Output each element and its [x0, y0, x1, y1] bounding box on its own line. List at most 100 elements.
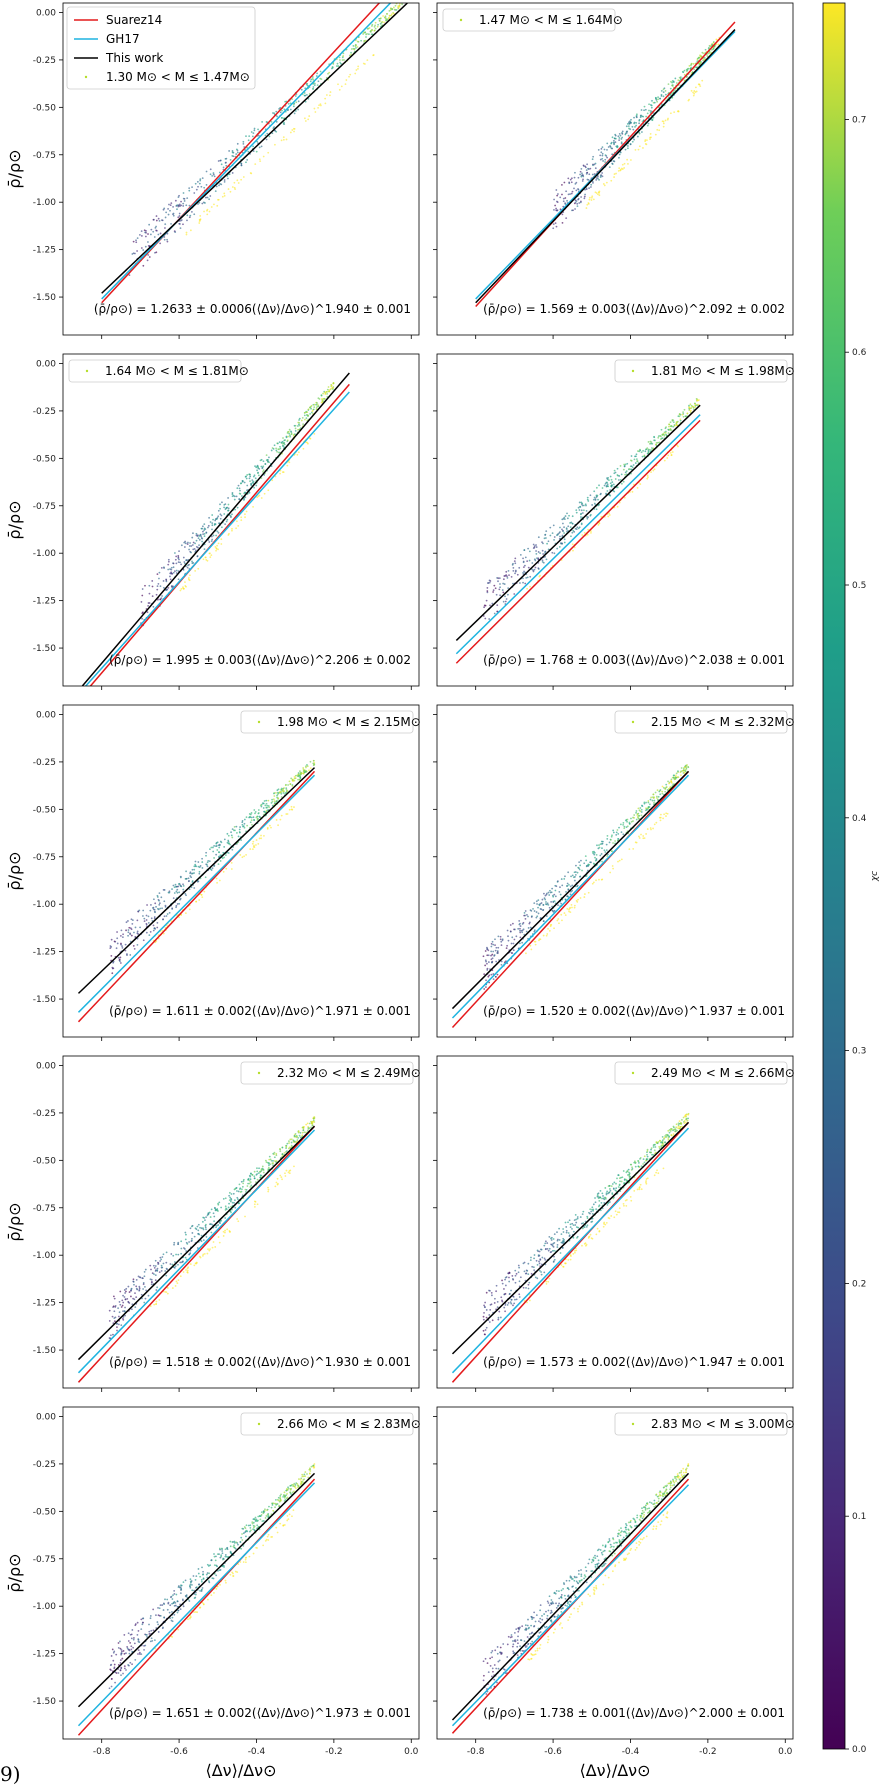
scatter-point [249, 816, 251, 818]
scatter-point [157, 234, 159, 236]
scatter-point [563, 198, 565, 200]
scatter-point [534, 560, 536, 562]
scatter-point [606, 182, 608, 184]
scatter-point [497, 974, 499, 976]
scatter-point [249, 476, 251, 478]
scatter-point [142, 588, 144, 590]
scatter-point [191, 873, 193, 875]
scatter-point [495, 961, 497, 963]
scatter-point [488, 975, 490, 977]
scatter-point [312, 1121, 314, 1123]
scatter-point [606, 849, 608, 851]
scatter-point [631, 126, 633, 128]
scatter-point [638, 836, 640, 838]
scatter-point [542, 561, 544, 563]
scatter-point [210, 168, 212, 170]
scatter-point [572, 191, 574, 193]
y-tick-label: -1.00 [33, 900, 57, 910]
scatter-point [651, 1154, 653, 1156]
scatter-point [263, 1169, 265, 1171]
scatter-point [652, 800, 654, 802]
scatter-point [566, 513, 568, 515]
scatter-point [252, 506, 254, 508]
scatter-point [589, 515, 591, 517]
scatter-point [576, 512, 578, 514]
scatter-point [600, 493, 602, 495]
scatter-point [601, 158, 603, 160]
scatter-point [505, 1285, 507, 1287]
scatter-point [253, 129, 255, 131]
scatter-point [618, 827, 620, 829]
scatter-point [511, 1275, 513, 1277]
scatter-point [617, 468, 619, 470]
scatter-point [507, 930, 509, 932]
scatter-point [595, 1201, 597, 1203]
scatter-point [164, 1291, 166, 1293]
scatter-point [279, 819, 281, 821]
scatter-point [660, 817, 662, 819]
scatter-point [252, 481, 254, 483]
scatter-point [212, 1247, 214, 1249]
scatter-point [177, 1254, 179, 1256]
scatter-point [655, 1141, 657, 1143]
scatter-point [520, 1276, 522, 1278]
scatter-point [382, 15, 384, 17]
scatter-point [192, 562, 194, 564]
scatter-point [239, 854, 241, 856]
scatter-point [375, 22, 377, 24]
scatter-point [548, 1236, 550, 1238]
scatter-point [637, 487, 639, 489]
scatter-point [183, 885, 185, 887]
scatter-point [496, 1285, 498, 1287]
scatter-point [512, 563, 514, 565]
scatter-point [664, 1141, 666, 1143]
scatter-point [268, 1164, 270, 1166]
scatter-point [246, 825, 248, 827]
scatter-point [329, 389, 331, 391]
scatter-point [598, 484, 600, 486]
scatter-point [386, 13, 388, 15]
scatter-point [699, 54, 701, 56]
scatter-point [579, 509, 581, 511]
scatter-point [128, 927, 130, 929]
scatter-point [204, 535, 206, 537]
scatter-point [211, 540, 213, 542]
scatter-point [607, 483, 609, 485]
scatter-point [623, 1203, 625, 1205]
scatter-point [195, 861, 197, 863]
scatter-point [489, 1309, 491, 1311]
scatter-point [190, 1227, 192, 1229]
scatter-point [529, 921, 531, 923]
scatter-point [561, 184, 563, 186]
scatter-point [214, 524, 216, 526]
panels-group: 0.00-0.25-0.50-0.75-1.00-1.25-1.50ρ̄/ρ⊙(… [5, 0, 795, 1780]
scatter-point [650, 797, 652, 799]
plot-area [452, 1113, 689, 1382]
scatter-point [160, 585, 162, 587]
scatter-point [561, 194, 563, 196]
scatter-point [299, 775, 301, 777]
scatter-point [574, 177, 576, 179]
scatter-point [184, 546, 186, 548]
scatter-point [649, 803, 651, 805]
scatter-point [566, 885, 568, 887]
scatter-point [365, 36, 367, 38]
scatter-point [148, 1295, 150, 1297]
scatter-point [224, 523, 226, 525]
scatter-point [613, 1182, 615, 1184]
scatter-point [650, 827, 652, 829]
scatter-point [606, 838, 608, 840]
scatter-point [225, 1205, 227, 1207]
scatter-point [195, 865, 197, 867]
scatter-point [486, 1309, 488, 1311]
scatter-point [688, 99, 690, 101]
y-axis-label: ρ̄/ρ⊙ [5, 500, 24, 539]
scatter-point [204, 202, 206, 204]
scatter-point [142, 1277, 144, 1279]
scatter-point [662, 1136, 664, 1138]
scatter-point [519, 1280, 521, 1282]
scatter-point [185, 912, 187, 914]
scatter-point [231, 862, 233, 864]
scatter-point [684, 770, 686, 772]
scatter-point [575, 199, 577, 201]
